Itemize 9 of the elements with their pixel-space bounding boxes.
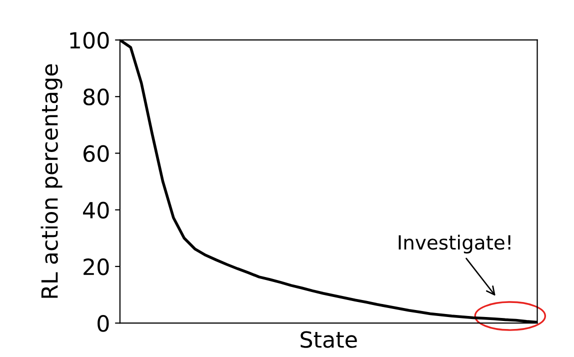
- annotation: Investigate!: [398, 234, 510, 254]
- y-tick-label: 100: [70, 32, 109, 49]
- y-tick-label: 0: [98, 315, 109, 332]
- y-tick-label: 80: [83, 88, 109, 106]
- y-tick-label: 60: [84, 145, 109, 162]
- y-axis-title: RL action percentage: [40, 64, 62, 298]
- y-tick-label: 20: [84, 258, 109, 276]
- x-axis-title: State: [300, 331, 357, 348]
- y-tick-label: 40: [83, 202, 109, 219]
